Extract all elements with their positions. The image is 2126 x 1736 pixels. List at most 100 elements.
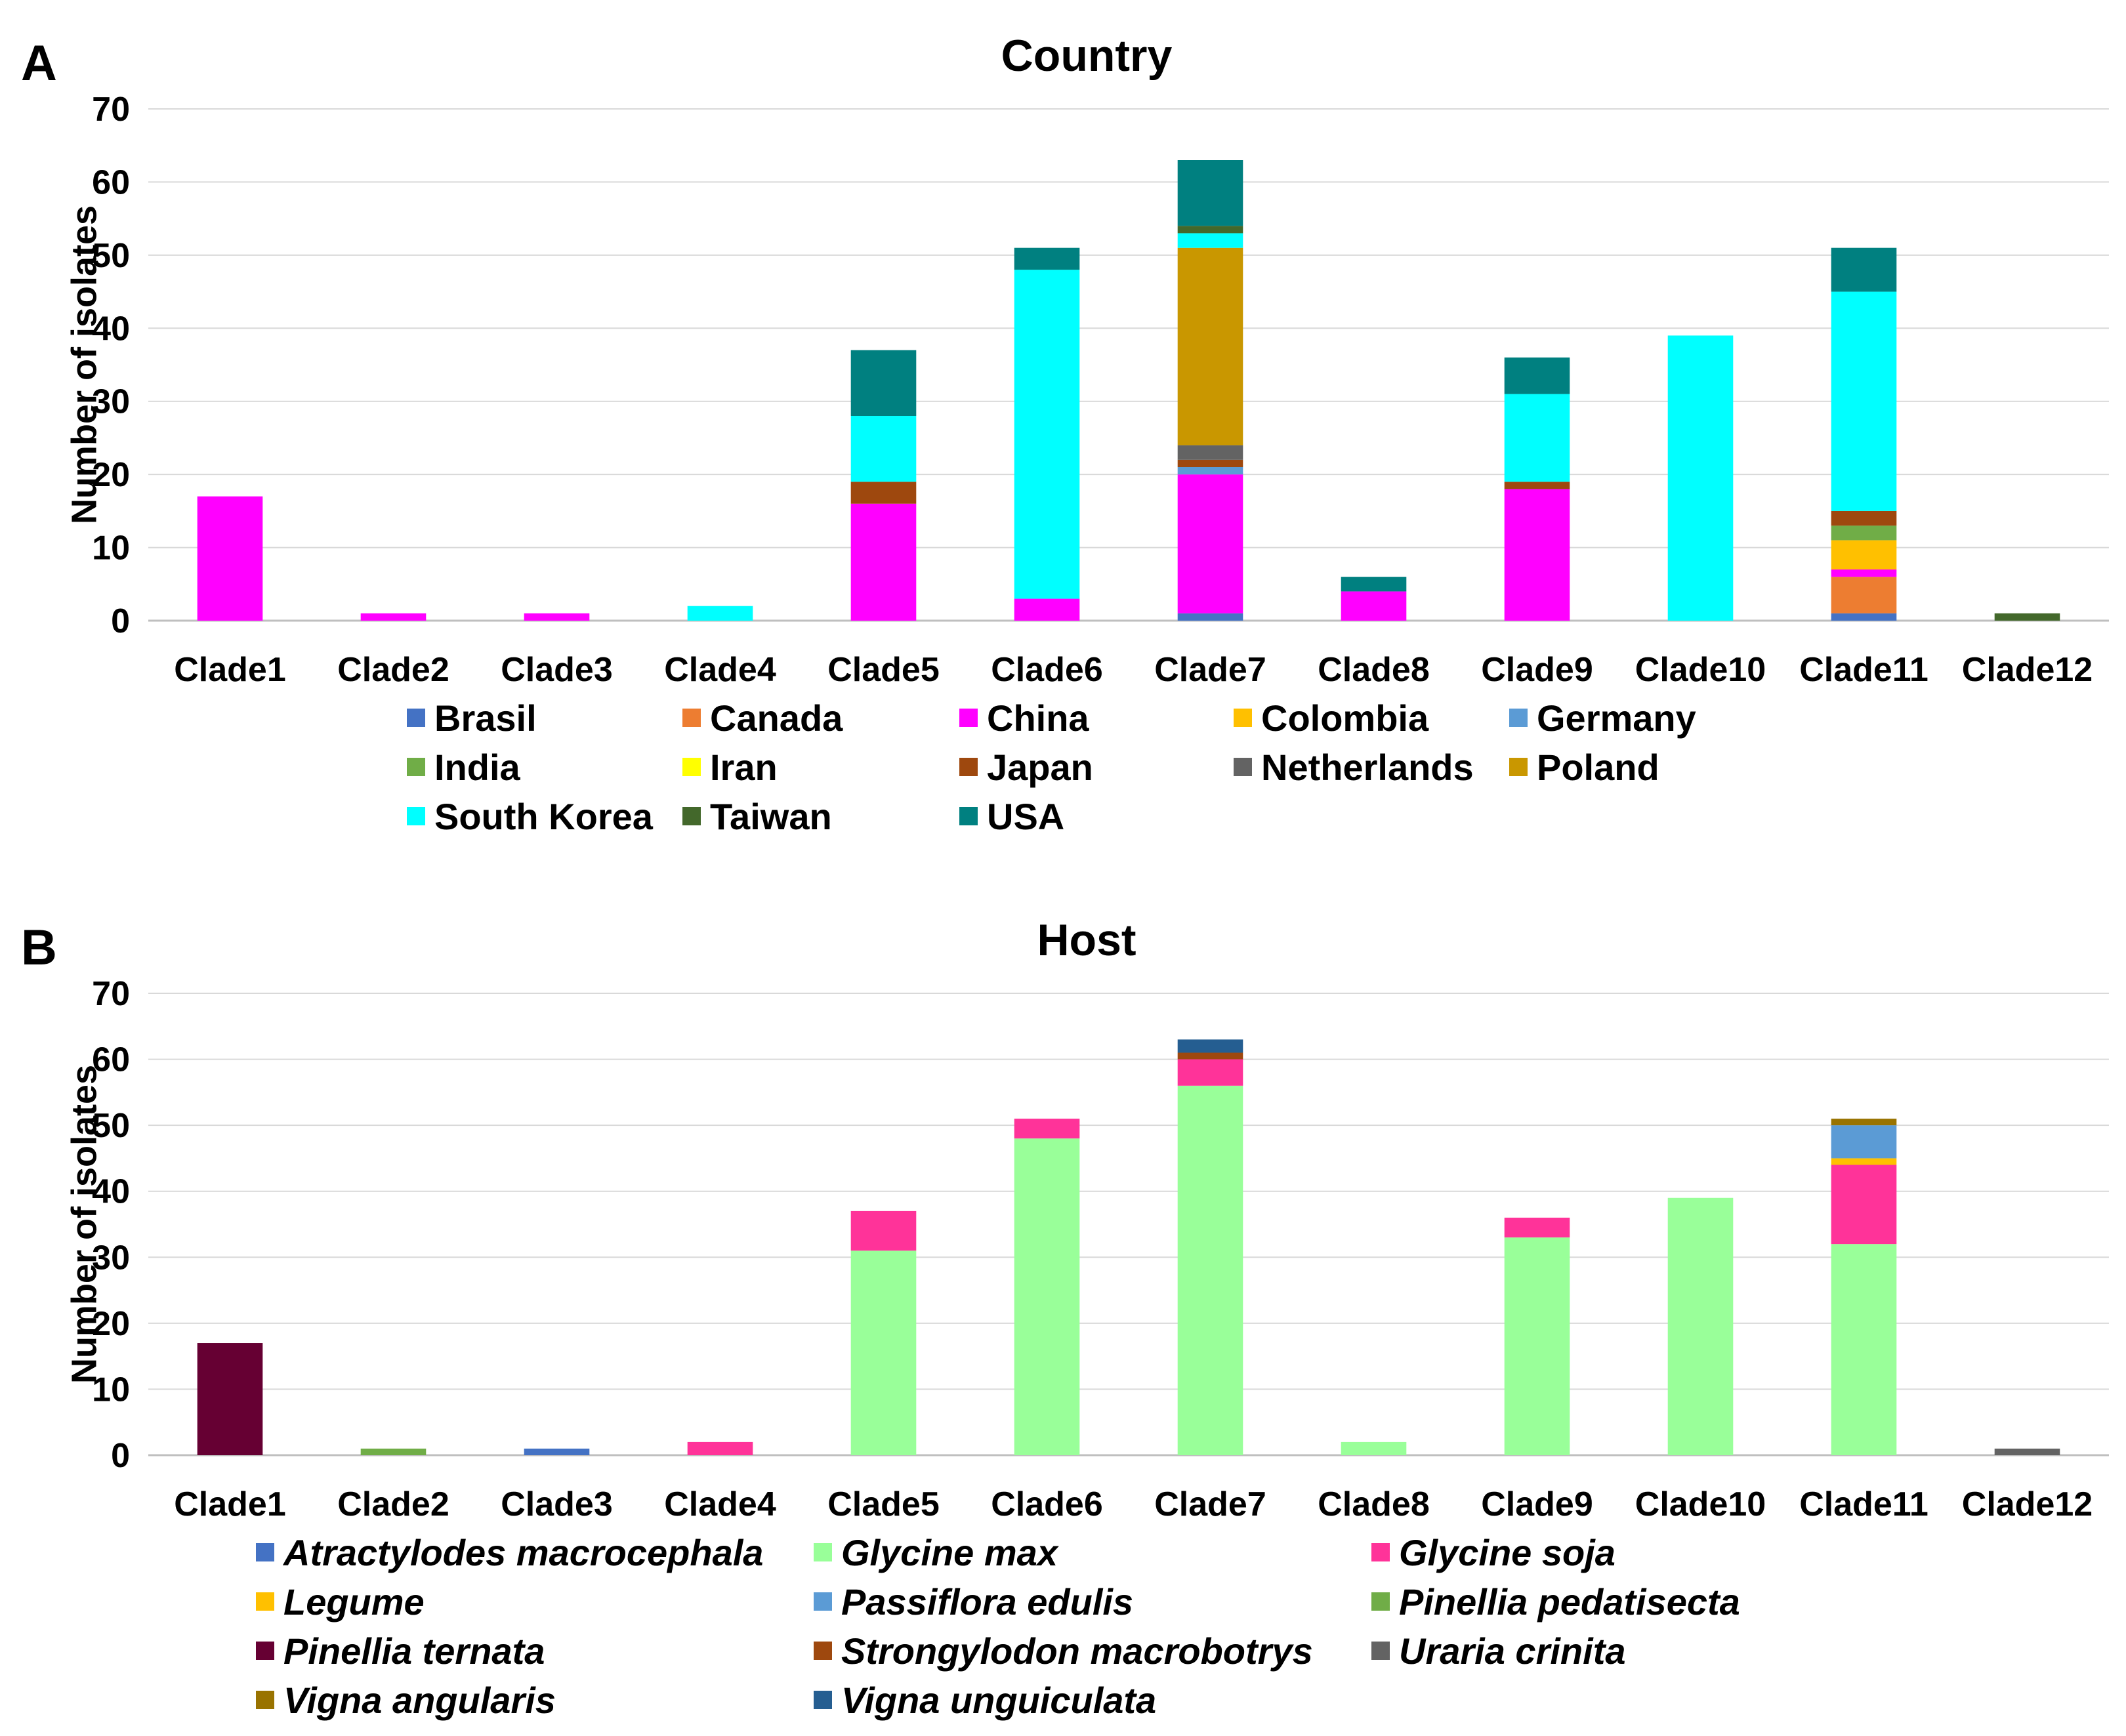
bar-segment-clade5-usa: [850, 350, 917, 416]
legend-item-india: India: [407, 747, 521, 788]
bar-segment-clade11-glycine-max: [1831, 1244, 1897, 1455]
legend-item-iran: Iran: [682, 747, 778, 788]
bar-segment-clade9-south-korea: [1504, 394, 1570, 482]
legend-swatch: [1371, 1592, 1390, 1611]
legend-label: Strongylodon macrobotrys: [841, 1630, 1313, 1672]
bar-segment-clade6-glycine-max: [1014, 1138, 1080, 1455]
legend-swatch: [407, 758, 425, 776]
legend-swatch: [682, 807, 701, 825]
bar-segment-clade3-atractylodes-macrocephala: [524, 1448, 590, 1455]
bar-segment-clade6-glycine-soja: [1014, 1119, 1080, 1139]
x-tick-label-clade9: Clade9: [1481, 651, 1593, 689]
bar-segment-clade10-south-korea: [1667, 335, 1734, 621]
legend-swatch: [256, 1642, 274, 1660]
legend-item-strongylodon-macrobotrys: Strongylodon macrobotrys: [814, 1630, 1313, 1672]
bar-segment-clade11-glycine-soja: [1831, 1165, 1897, 1245]
bar-segment-clade5-china: [850, 503, 917, 621]
legend-label: Germany: [1537, 697, 1696, 739]
bar-segment-clade8-glycine-max: [1341, 1441, 1407, 1455]
y-tick-label: 10: [92, 529, 130, 568]
bar-segment-clade11-south-korea: [1831, 291, 1897, 511]
legend-swatch: [959, 709, 978, 727]
bars-host: [197, 1039, 2060, 1455]
legend-item-uraria-crinita: Uraria crinita: [1371, 1630, 1626, 1672]
legend-swatch: [814, 1642, 832, 1660]
x-tick-label-clade7: Clade7: [1154, 651, 1266, 689]
bar-segment-clade9-china: [1504, 489, 1570, 621]
bar-segment-clade11-india: [1831, 526, 1897, 541]
y-tick-label: 0: [111, 1437, 130, 1475]
tick-labels-host: 0 10 20 30 40 50 60 70 Clade1 Clade2 Clade3 Clade4 C…: [92, 975, 2093, 1523]
tick-labels-country: 0 10 20 30 40 50 60 70 Clade1 Clade2 Clade3 Clade4 C…: [92, 91, 2093, 689]
x-tick-label-clade10: Clade10: [1635, 1485, 1766, 1523]
legend-swatch: [407, 709, 425, 727]
x-tick-label-clade2: Clade2: [337, 651, 449, 689]
panel-letter-b: B: [21, 920, 57, 976]
x-tick-label-clade7: Clade7: [1154, 1485, 1266, 1523]
bar-segment-clade9-japan: [1504, 482, 1570, 489]
bar-segment-clade7-china: [1177, 474, 1243, 613]
chart-host: B Host Number of isolates 0 10 20 30 40 50 60 7…: [21, 915, 2109, 1721]
y-tick-label: 60: [92, 163, 130, 201]
bar-segment-clade12-uraria-crinita: [1994, 1448, 2060, 1455]
legend-label: Vigna unguiculata: [841, 1680, 1156, 1721]
bar-segment-clade7-germany: [1177, 467, 1243, 475]
legend-label: USA: [987, 796, 1064, 837]
bar-segment-clade8-usa: [1341, 577, 1407, 592]
legend-item-passiflora-edulis: Passiflora edulis: [814, 1581, 1133, 1622]
legend-label: Atractylodes macrocephala: [282, 1532, 763, 1573]
legend-label: Uraria crinita: [1399, 1630, 1626, 1672]
legend-item-colombia: Colombia: [1234, 697, 1429, 739]
legend-label: China: [987, 697, 1089, 739]
y-tick-label: 10: [92, 1371, 130, 1409]
bar-segment-clade4-glycine-soja: [687, 1441, 753, 1455]
legend-item-glycine-soja: Glycine soja: [1371, 1532, 1615, 1573]
chart-country: A Country Number of isolates 0 10 20 30 40 50…: [21, 31, 2109, 837]
legend-swatch: [1509, 709, 1528, 727]
legend-label: Glycine soja: [1399, 1532, 1615, 1573]
y-tick-label: 60: [92, 1041, 130, 1079]
x-tick-label-clade5: Clade5: [827, 651, 940, 689]
bar-segment-clade2-china: [360, 613, 427, 621]
bar-segment-clade12-taiwan: [1994, 613, 2060, 621]
legend-swatch: [1509, 758, 1528, 776]
legend-swatch: [1371, 1642, 1390, 1660]
bar-segment-clade2-pinellia-pedatisecta: [360, 1448, 427, 1455]
x-tick-label-clade9: Clade9: [1481, 1485, 1593, 1523]
legend-label: Canada: [710, 697, 843, 739]
x-tick-label-clade1: Clade1: [174, 1485, 286, 1523]
bar-segment-clade6-china: [1014, 598, 1080, 621]
y-tick-label: 20: [92, 1305, 130, 1343]
legend-swatch: [682, 758, 701, 776]
legend-host: Atractylodes macrocephala Glycine max Glyc…: [256, 1532, 1740, 1721]
legend-item-south-korea: South Korea: [407, 796, 654, 837]
chart-title-host: Host: [1037, 915, 1136, 965]
x-tick-label-clade8: Clade8: [1318, 651, 1430, 689]
x-tick-label-clade11: Clade11: [1799, 1485, 1928, 1523]
legend-item-japan: Japan: [959, 747, 1093, 788]
legend-swatch: [256, 1592, 274, 1611]
x-tick-label-clade8: Clade8: [1318, 1485, 1430, 1523]
bar-segment-clade3-china: [524, 613, 590, 621]
bar-segment-clade6-usa: [1014, 247, 1080, 270]
legend-swatch: [814, 1592, 832, 1611]
legend-item-legume: Legume: [256, 1581, 425, 1622]
legend-swatch: [256, 1691, 274, 1709]
legend-swatch: [1234, 758, 1252, 776]
chart-title-country: Country: [1001, 31, 1173, 81]
y-tick-label: 30: [92, 1239, 130, 1277]
legend-label: Poland: [1537, 747, 1659, 788]
panel-letter-a: A: [21, 35, 57, 91]
y-tick-label: 0: [111, 602, 130, 640]
y-tick-label: 40: [92, 310, 130, 348]
bar-segment-clade7-taiwan: [1177, 226, 1243, 234]
bar-segment-clade4-south-korea: [687, 606, 753, 621]
y-tick-label: 70: [92, 91, 130, 129]
legend-label: India: [434, 747, 521, 788]
bar-segment-clade1-china: [197, 496, 263, 621]
legend-label: Brasil: [434, 697, 537, 739]
bar-segment-clade7-netherlands: [1177, 445, 1243, 460]
x-tick-label-clade5: Clade5: [827, 1485, 940, 1523]
legend-swatch: [814, 1543, 832, 1561]
